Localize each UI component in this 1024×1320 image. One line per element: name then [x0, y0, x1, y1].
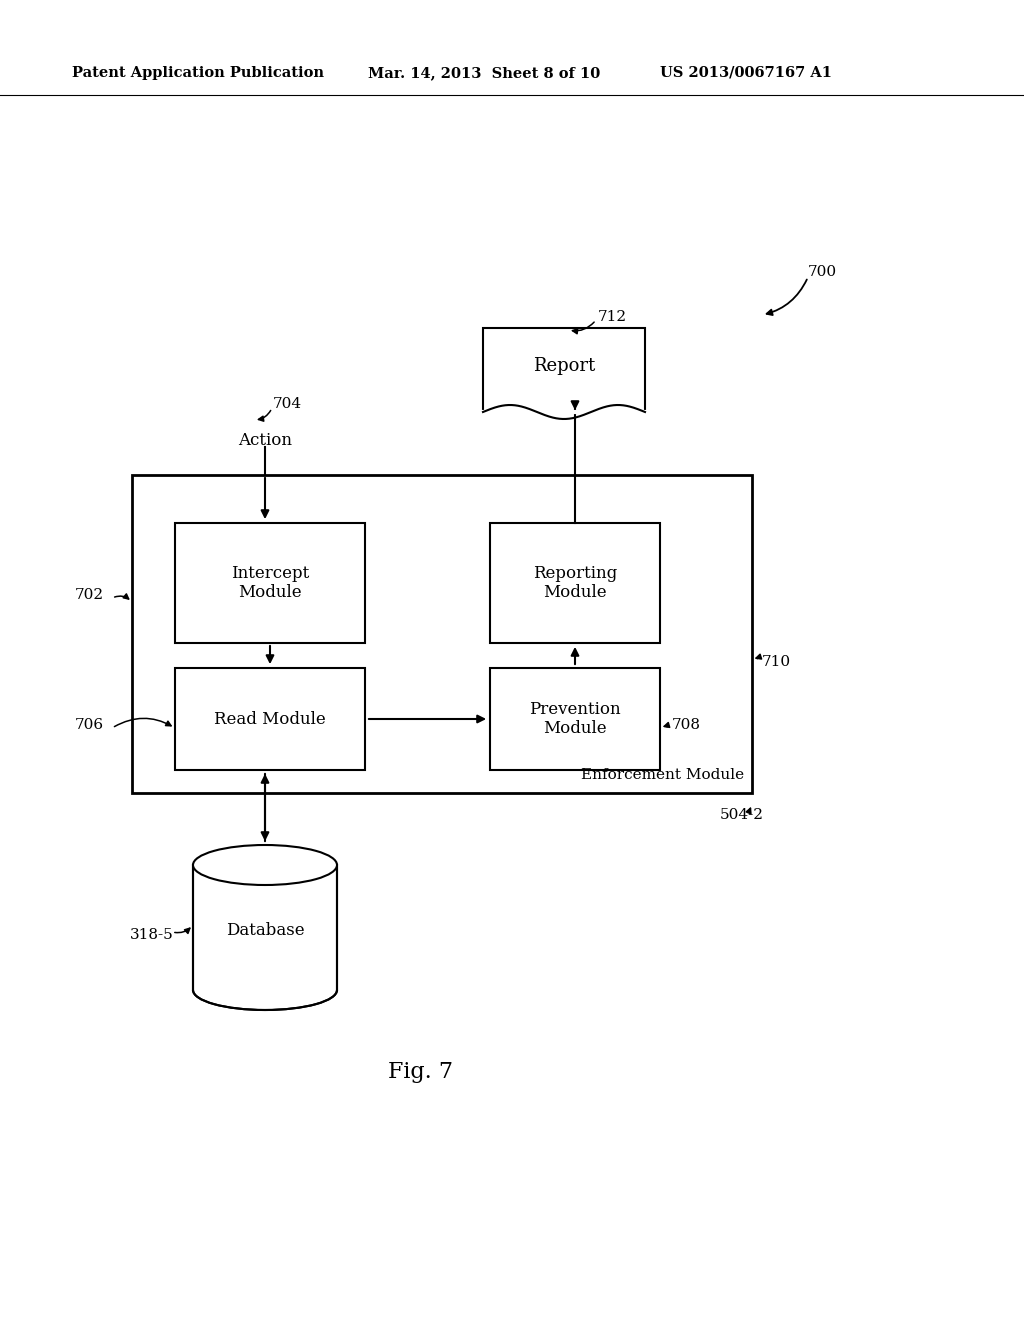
- Text: 704: 704: [273, 397, 302, 411]
- Text: Action: Action: [238, 432, 292, 449]
- Text: Mar. 14, 2013  Sheet 8 of 10: Mar. 14, 2013 Sheet 8 of 10: [368, 66, 600, 81]
- Bar: [132, 475, 752, 793]
- Text: 702: 702: [75, 587, 104, 602]
- Text: Fig. 7: Fig. 7: [387, 1061, 453, 1082]
- Bar: [490, 668, 660, 770]
- Text: 712: 712: [598, 310, 627, 323]
- Text: 318-5: 318-5: [130, 928, 174, 942]
- Text: Read Module: Read Module: [214, 710, 326, 727]
- Text: 710: 710: [762, 655, 792, 669]
- Text: Patent Application Publication: Patent Application Publication: [72, 66, 324, 81]
- Text: Intercept
Module: Intercept Module: [230, 565, 309, 602]
- Text: Database: Database: [225, 921, 304, 939]
- Text: Enforcement Module: Enforcement Module: [581, 768, 744, 781]
- Text: 504-2: 504-2: [720, 808, 764, 822]
- Text: 706: 706: [75, 718, 104, 733]
- Text: Prevention
Module: Prevention Module: [529, 701, 621, 738]
- Text: Reporting
Module: Reporting Module: [532, 565, 617, 602]
- Polygon shape: [193, 865, 337, 990]
- Text: Report: Report: [532, 356, 595, 375]
- Bar: [490, 523, 660, 643]
- Text: 708: 708: [672, 718, 701, 733]
- Bar: [483, 327, 645, 412]
- Bar: [175, 523, 365, 643]
- Text: 700: 700: [808, 265, 838, 279]
- Bar: [175, 668, 365, 770]
- Text: US 2013/0067167 A1: US 2013/0067167 A1: [660, 66, 831, 81]
- Ellipse shape: [193, 845, 337, 884]
